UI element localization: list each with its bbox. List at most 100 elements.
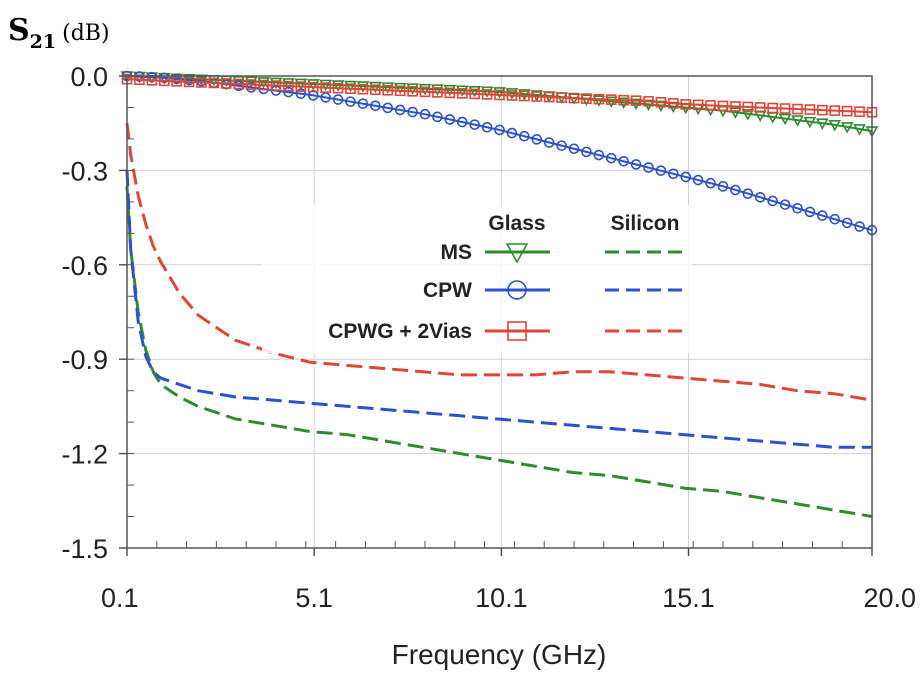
legend: Glass Silicon MS CPW CPWG + 2Vias <box>262 205 692 353</box>
data-point <box>692 99 704 111</box>
data-point <box>556 92 567 103</box>
data-point <box>456 88 468 99</box>
data-point <box>319 79 333 92</box>
data-point <box>332 94 344 105</box>
series-cpw-silicon <box>125 170 872 449</box>
data-point <box>307 81 319 93</box>
x-tick-label: 15.1 <box>662 583 715 613</box>
data-point <box>581 146 592 158</box>
data-point <box>505 88 519 100</box>
data-point <box>407 106 418 118</box>
axes: 0.1 5.1 10.1 15.1 20.0 0.0 -0.3 -0.6 -0.9 -1.2 -1.… <box>61 62 916 613</box>
series-line <box>125 170 872 449</box>
data-point <box>828 120 842 132</box>
data-point <box>531 134 543 145</box>
x-tick-label: 5.1 <box>295 583 333 613</box>
data-point <box>854 106 865 117</box>
data-point <box>643 95 654 107</box>
data-point <box>357 83 369 95</box>
data-point <box>655 97 667 108</box>
data-point <box>717 100 729 112</box>
data-point <box>593 93 605 105</box>
data-point <box>233 78 245 90</box>
data-point <box>556 140 567 151</box>
data-point <box>741 109 755 121</box>
y-tick-label: -0.6 <box>61 251 108 281</box>
legend-background <box>262 205 692 353</box>
data-point <box>418 83 432 96</box>
data-point <box>841 105 853 117</box>
data-point <box>854 221 865 232</box>
data-point <box>196 77 207 88</box>
data-point <box>480 86 494 98</box>
data-point <box>469 119 480 130</box>
data-point <box>432 87 443 98</box>
data-point <box>221 78 232 89</box>
data-point <box>345 83 356 94</box>
data-point <box>505 243 529 264</box>
data-point <box>208 77 220 89</box>
data-point <box>543 91 555 103</box>
data-point <box>456 116 468 128</box>
data-point <box>468 85 482 98</box>
series-cpw-glass <box>121 70 878 236</box>
x-tick-label: 20.0 <box>863 583 916 613</box>
data-point <box>519 130 530 142</box>
data-point <box>581 93 592 104</box>
data-point <box>282 78 295 90</box>
data-point <box>494 124 505 136</box>
x-axis-title: Frequency (GHz) <box>392 639 607 670</box>
data-point <box>767 195 778 207</box>
data-point <box>382 102 394 114</box>
legend-column-header: Glass <box>488 212 545 235</box>
data-point <box>568 143 580 155</box>
data-point <box>183 76 195 88</box>
data-point <box>245 79 257 90</box>
data-point <box>804 206 816 218</box>
legend-row-label: MS <box>441 241 473 264</box>
series-cpwg-2vias-glass <box>121 73 878 118</box>
data-point <box>531 91 543 102</box>
data-point <box>853 124 866 136</box>
data-point <box>592 95 606 107</box>
data-point <box>507 321 527 341</box>
data-point <box>407 86 418 97</box>
legend-row-label: CPW <box>423 279 472 302</box>
plot-series <box>120 70 879 518</box>
x-tick-label: 10.1 <box>475 583 528 613</box>
series-cpwg-2vias-silicon <box>125 123 873 402</box>
data-point <box>269 77 283 90</box>
y-tick-label: -0.9 <box>61 345 108 375</box>
series-line <box>125 123 873 402</box>
data-point <box>543 137 555 148</box>
data-point <box>517 89 531 101</box>
data-point <box>134 74 145 86</box>
data-point <box>356 81 370 93</box>
data-point <box>593 149 605 161</box>
plot-frame <box>126 75 873 549</box>
data-point <box>618 94 629 106</box>
data-point <box>829 213 841 225</box>
data-point <box>604 96 618 108</box>
data-point <box>294 78 308 91</box>
data-point <box>357 98 369 110</box>
data-point <box>283 80 294 92</box>
data-point <box>630 159 642 170</box>
data-point <box>804 104 816 115</box>
data-point <box>295 81 307 92</box>
series-ms-silicon <box>125 186 873 518</box>
data-point <box>506 127 518 139</box>
data-point <box>320 82 331 93</box>
data-point <box>283 86 294 98</box>
data-point <box>605 152 617 164</box>
data-point <box>767 102 778 114</box>
data-point <box>258 79 269 91</box>
data-point <box>344 80 357 93</box>
data-point <box>680 171 692 183</box>
data-point <box>393 82 407 95</box>
data-point <box>841 217 853 229</box>
data-point <box>754 102 766 113</box>
legend-column-header: Silicon <box>611 212 680 235</box>
data-point <box>481 89 493 100</box>
data-point <box>332 82 344 94</box>
